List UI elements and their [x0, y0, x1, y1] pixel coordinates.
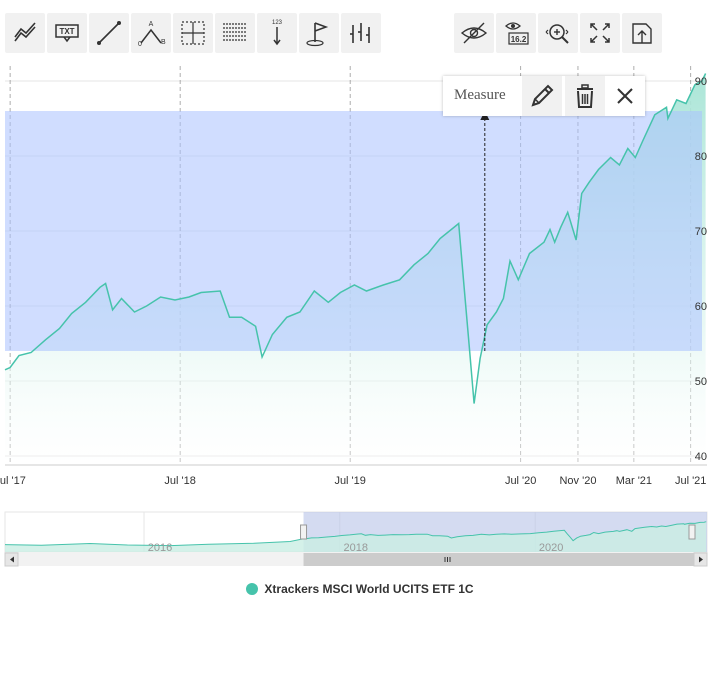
delete-button[interactable]: [565, 76, 605, 116]
text-annotation-icon: TXT: [55, 24, 79, 43]
x-tick-label: Nov '20: [559, 475, 596, 487]
scrollbar-grip-icon: [444, 557, 451, 562]
indicators-button[interactable]: [5, 13, 45, 53]
current-price-icon: 16.2: [505, 22, 529, 45]
save-chart-button[interactable]: [622, 13, 662, 53]
navigator-series-line: [4, 521, 707, 547]
fullscreen-button[interactable]: [580, 13, 620, 53]
fibonacci-button[interactable]: [215, 13, 255, 53]
hide-annotations-icon: [460, 22, 488, 44]
series-area: [5, 73, 706, 465]
current-price-button[interactable]: 16.2: [496, 13, 536, 53]
flag-icon: [306, 22, 329, 47]
measure-popup: Measure: [443, 76, 645, 116]
crosshair-icon: [181, 21, 205, 45]
zoom-button[interactable]: [538, 13, 578, 53]
svg-text:0: 0: [138, 41, 142, 48]
measure-label: Measure: [454, 87, 506, 103]
legend-marker: [246, 582, 259, 595]
flag-button[interactable]: [299, 13, 339, 53]
series-type-button[interactable]: [341, 13, 381, 53]
measure-icon: 123: [272, 20, 283, 46]
legend[interactable]: Xtrackers MSCI World UCITS ETF 1C: [0, 580, 720, 600]
fullscreen-icon: [590, 23, 610, 43]
svg-text:16.2: 16.2: [511, 35, 527, 44]
scroll-right-arrow-icon: [699, 556, 703, 563]
navigator-tick-label: 2020: [539, 542, 563, 554]
x-tick-label: Jul '20: [505, 475, 536, 487]
svg-text:A: A: [149, 21, 154, 28]
delete-icon: [577, 84, 593, 108]
legend-label: Xtrackers MSCI World UCITS ETF 1C: [264, 581, 474, 596]
y-tick-label: 50: [695, 376, 707, 388]
scroll-left-arrow-icon: [10, 556, 14, 563]
navigator[interactable]: 2016 2018 2020: [0, 510, 720, 570]
edit-button[interactable]: [522, 76, 562, 116]
svg-text:123: 123: [272, 20, 283, 26]
x-tick-label: Mar '21: [616, 475, 652, 487]
measure-button[interactable]: 123: [257, 13, 297, 53]
x-tick-label: Jul '18: [164, 475, 195, 487]
x-axis-ticks: Jul '17 Jul '18 Jul '19 Jul '20 Nov '20 Mar '…: [0, 475, 706, 487]
svg-text:B: B: [161, 39, 166, 46]
fibonacci-icon: [223, 23, 247, 41]
navigator-handle-right[interactable]: [688, 524, 696, 540]
close-icon: [617, 88, 633, 104]
scrollbar-thumb[interactable]: [303, 553, 694, 566]
y-tick-label: 70: [695, 226, 707, 238]
y-tick-label: 90: [695, 76, 707, 88]
hide-annotations-button[interactable]: [454, 13, 494, 53]
crosshair-button[interactable]: [173, 13, 213, 53]
navigator-tick-label: 2018: [343, 542, 367, 554]
y-tick-label: 40: [695, 451, 707, 463]
measure-band[interactable]: [5, 111, 702, 351]
text-annotation-button[interactable]: TXT: [47, 13, 87, 53]
navigator-series-area: [5, 521, 707, 552]
series-line: [4, 73, 707, 404]
save-chart-icon: [632, 23, 652, 44]
edit-icon: [531, 84, 554, 107]
line-button[interactable]: [89, 13, 129, 53]
navigator-handle-left[interactable]: [300, 524, 308, 540]
close-button[interactable]: [605, 76, 645, 116]
navigator-tick-label: 2016: [148, 542, 172, 554]
y-tick-label: 80: [695, 151, 707, 163]
angle-icon: A 0 B: [138, 21, 166, 48]
x-tick-label: Jul '21: [675, 475, 706, 487]
series-type-icon: [350, 23, 370, 43]
x-tick-label: Jul '19: [334, 475, 365, 487]
line-icon: [97, 21, 121, 45]
svg-text:TXT: TXT: [59, 27, 74, 36]
y-tick-label: 60: [695, 301, 707, 313]
x-tick-label: Jul '17: [0, 475, 26, 487]
main-chart[interactable]: Jul '17 Jul '18 Jul '19 Jul '20 Nov '20 Mar '…: [0, 62, 720, 492]
y-axis-ticks: 40 50 60 70 80 90: [695, 76, 707, 463]
navigator-ticks: 2016 2018 2020: [148, 542, 564, 554]
indicators-icon: [14, 22, 36, 42]
zoom-icon: [545, 24, 569, 44]
angle-button[interactable]: A 0 B: [131, 13, 171, 53]
